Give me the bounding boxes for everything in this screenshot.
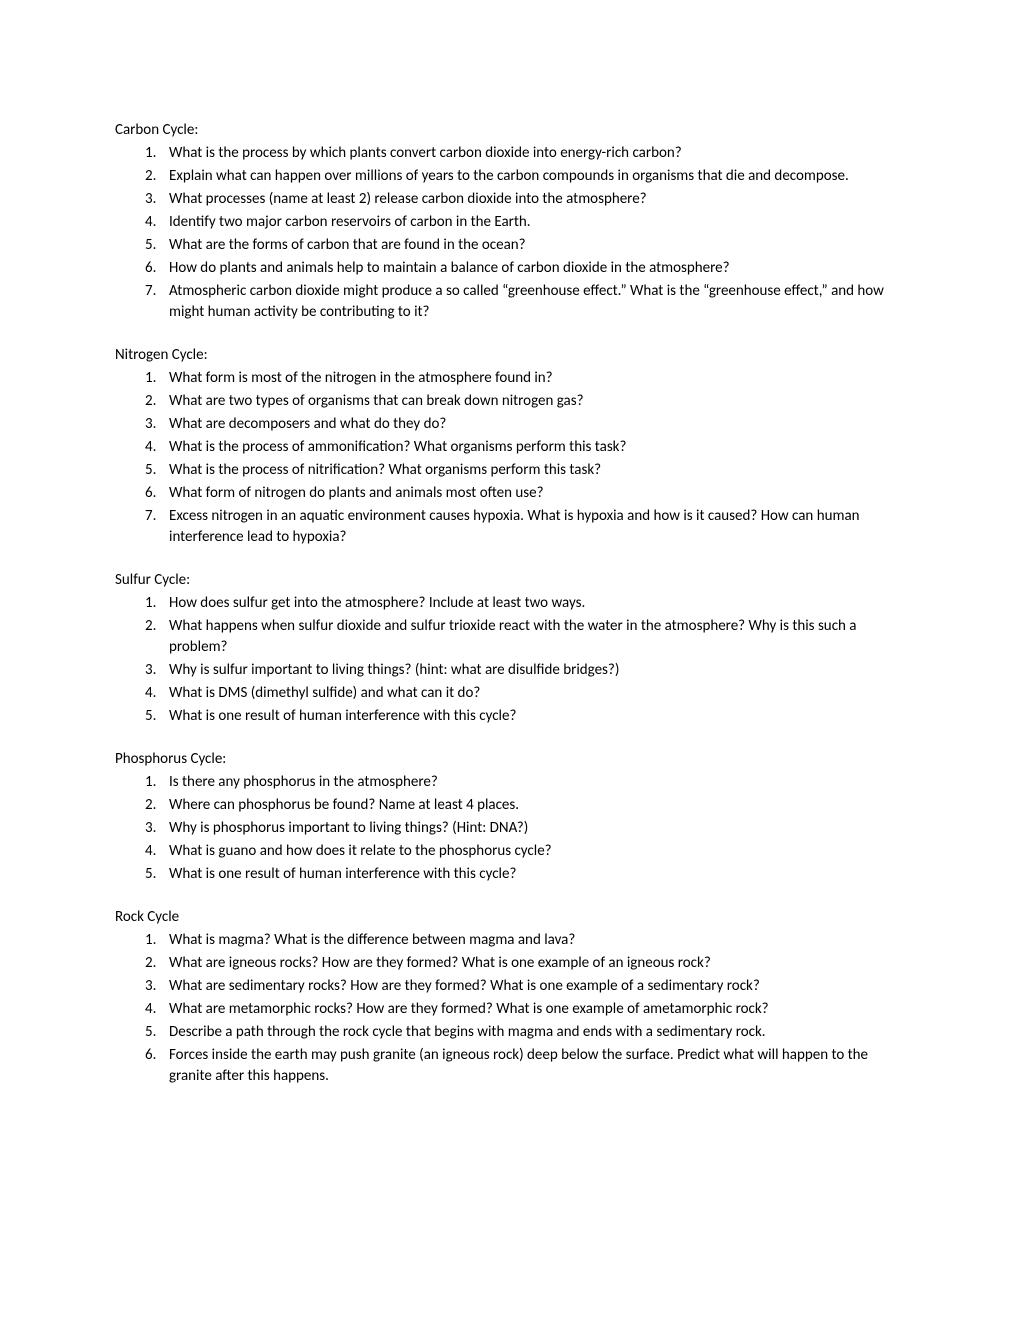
question-item: Excess nitrogen in an aquatic environmen… (115, 506, 905, 548)
question-item: What is one result of human interference… (115, 706, 905, 727)
document-content: Carbon Cycle:What is the process by whic… (115, 120, 905, 1087)
question-item: What processes (name at least 2) release… (115, 189, 905, 210)
section-title: Rock Cycle (115, 907, 905, 928)
question-item: What is magma? What is the difference be… (115, 930, 905, 951)
question-item: How do plants and animals help to mainta… (115, 258, 905, 279)
question-item: What form of nitrogen do plants and anim… (115, 483, 905, 504)
question-item: What is DMS (dimethyl sulfide) and what … (115, 683, 905, 704)
question-item: What are igneous rocks? How are they for… (115, 953, 905, 974)
question-item: Is there any phosphorus in the atmospher… (115, 772, 905, 793)
question-item: What are two types of organisms that can… (115, 391, 905, 412)
question-item: What are sedimentary rocks? How are they… (115, 976, 905, 997)
section: Phosphorus Cycle:Is there any phosphorus… (115, 749, 905, 885)
question-item: Forces inside the earth may push granite… (115, 1045, 905, 1087)
question-list: How does sulfur get into the atmosphere?… (115, 593, 905, 727)
question-item: What is the process of ammonification? W… (115, 437, 905, 458)
question-item: What is the process of nitrification? Wh… (115, 460, 905, 481)
question-item: Identify two major carbon reservoirs of … (115, 212, 905, 233)
question-list: Is there any phosphorus in the atmospher… (115, 772, 905, 885)
question-item: What are decomposers and what do they do… (115, 414, 905, 435)
section: Nitrogen Cycle:What form is most of the … (115, 345, 905, 548)
question-item: What are the forms of carbon that are fo… (115, 235, 905, 256)
question-item: What happens when sulfur dioxide and sul… (115, 616, 905, 658)
question-list: What is the process by which plants conv… (115, 143, 905, 323)
question-item: Explain what can happen over millions of… (115, 166, 905, 187)
question-item: What is guano and how does it relate to … (115, 841, 905, 862)
section: Carbon Cycle:What is the process by whic… (115, 120, 905, 323)
question-item: What is the process by which plants conv… (115, 143, 905, 164)
section: Rock CycleWhat is magma? What is the dif… (115, 907, 905, 1087)
question-item: What form is most of the nitrogen in the… (115, 368, 905, 389)
section: Sulfur Cycle:How does sulfur get into th… (115, 570, 905, 727)
question-item: Why is phosphorus important to living th… (115, 818, 905, 839)
section-title: Nitrogen Cycle: (115, 345, 905, 366)
question-item: What are metamorphic rocks? How are they… (115, 999, 905, 1020)
section-title: Sulfur Cycle: (115, 570, 905, 591)
section-title: Carbon Cycle: (115, 120, 905, 141)
question-item: Describe a path through the rock cycle t… (115, 1022, 905, 1043)
question-list: What is magma? What is the difference be… (115, 930, 905, 1087)
question-item: Where can phosphorus be found? Name at l… (115, 795, 905, 816)
question-item: What is one result of human interference… (115, 864, 905, 885)
question-item: How does sulfur get into the atmosphere?… (115, 593, 905, 614)
section-title: Phosphorus Cycle: (115, 749, 905, 770)
question-item: Why is sulfur important to living things… (115, 660, 905, 681)
question-list: What form is most of the nitrogen in the… (115, 368, 905, 548)
question-item: Atmospheric carbon dioxide might produce… (115, 281, 905, 323)
